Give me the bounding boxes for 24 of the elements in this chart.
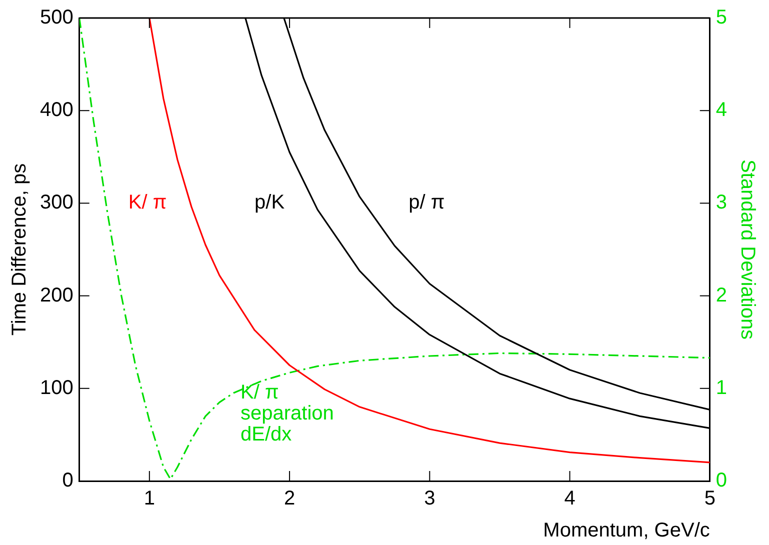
y-tick-label: 300 — [40, 192, 74, 214]
y-axis-title: Time Difference, ps — [8, 163, 31, 336]
series-label: K/ π separation dE/dx — [240, 382, 334, 446]
series-label: K/ π — [128, 192, 167, 214]
x-tick-label: 2 — [284, 488, 296, 510]
y2-tick-label: 4 — [716, 99, 727, 122]
y2-tick-label: 2 — [716, 284, 727, 306]
y-tick-label: 400 — [40, 99, 74, 122]
y-tick-label: 0 — [62, 470, 74, 492]
x-tick-label: 1 — [144, 488, 155, 510]
x-tick-label: 5 — [704, 488, 716, 510]
y2-tick-label: 1 — [716, 376, 727, 399]
y2-tick-label: 5 — [716, 6, 727, 29]
x-tick-label: 4 — [564, 488, 576, 510]
y-tick-label: 500 — [40, 6, 74, 29]
series-label: p/ π — [408, 192, 445, 214]
x-axis-title: Momentum, GeV/c — [543, 520, 710, 542]
y2-tick-label: 3 — [716, 192, 727, 214]
y2-axis-title: Standard Deviations — [736, 159, 758, 340]
y2-tick-label: 0 — [716, 470, 727, 492]
x-tick-label: 3 — [424, 488, 436, 510]
series-label: p/K — [254, 192, 286, 214]
y-tick-label: 200 — [40, 284, 74, 306]
y-tick-label: 100 — [40, 376, 74, 399]
